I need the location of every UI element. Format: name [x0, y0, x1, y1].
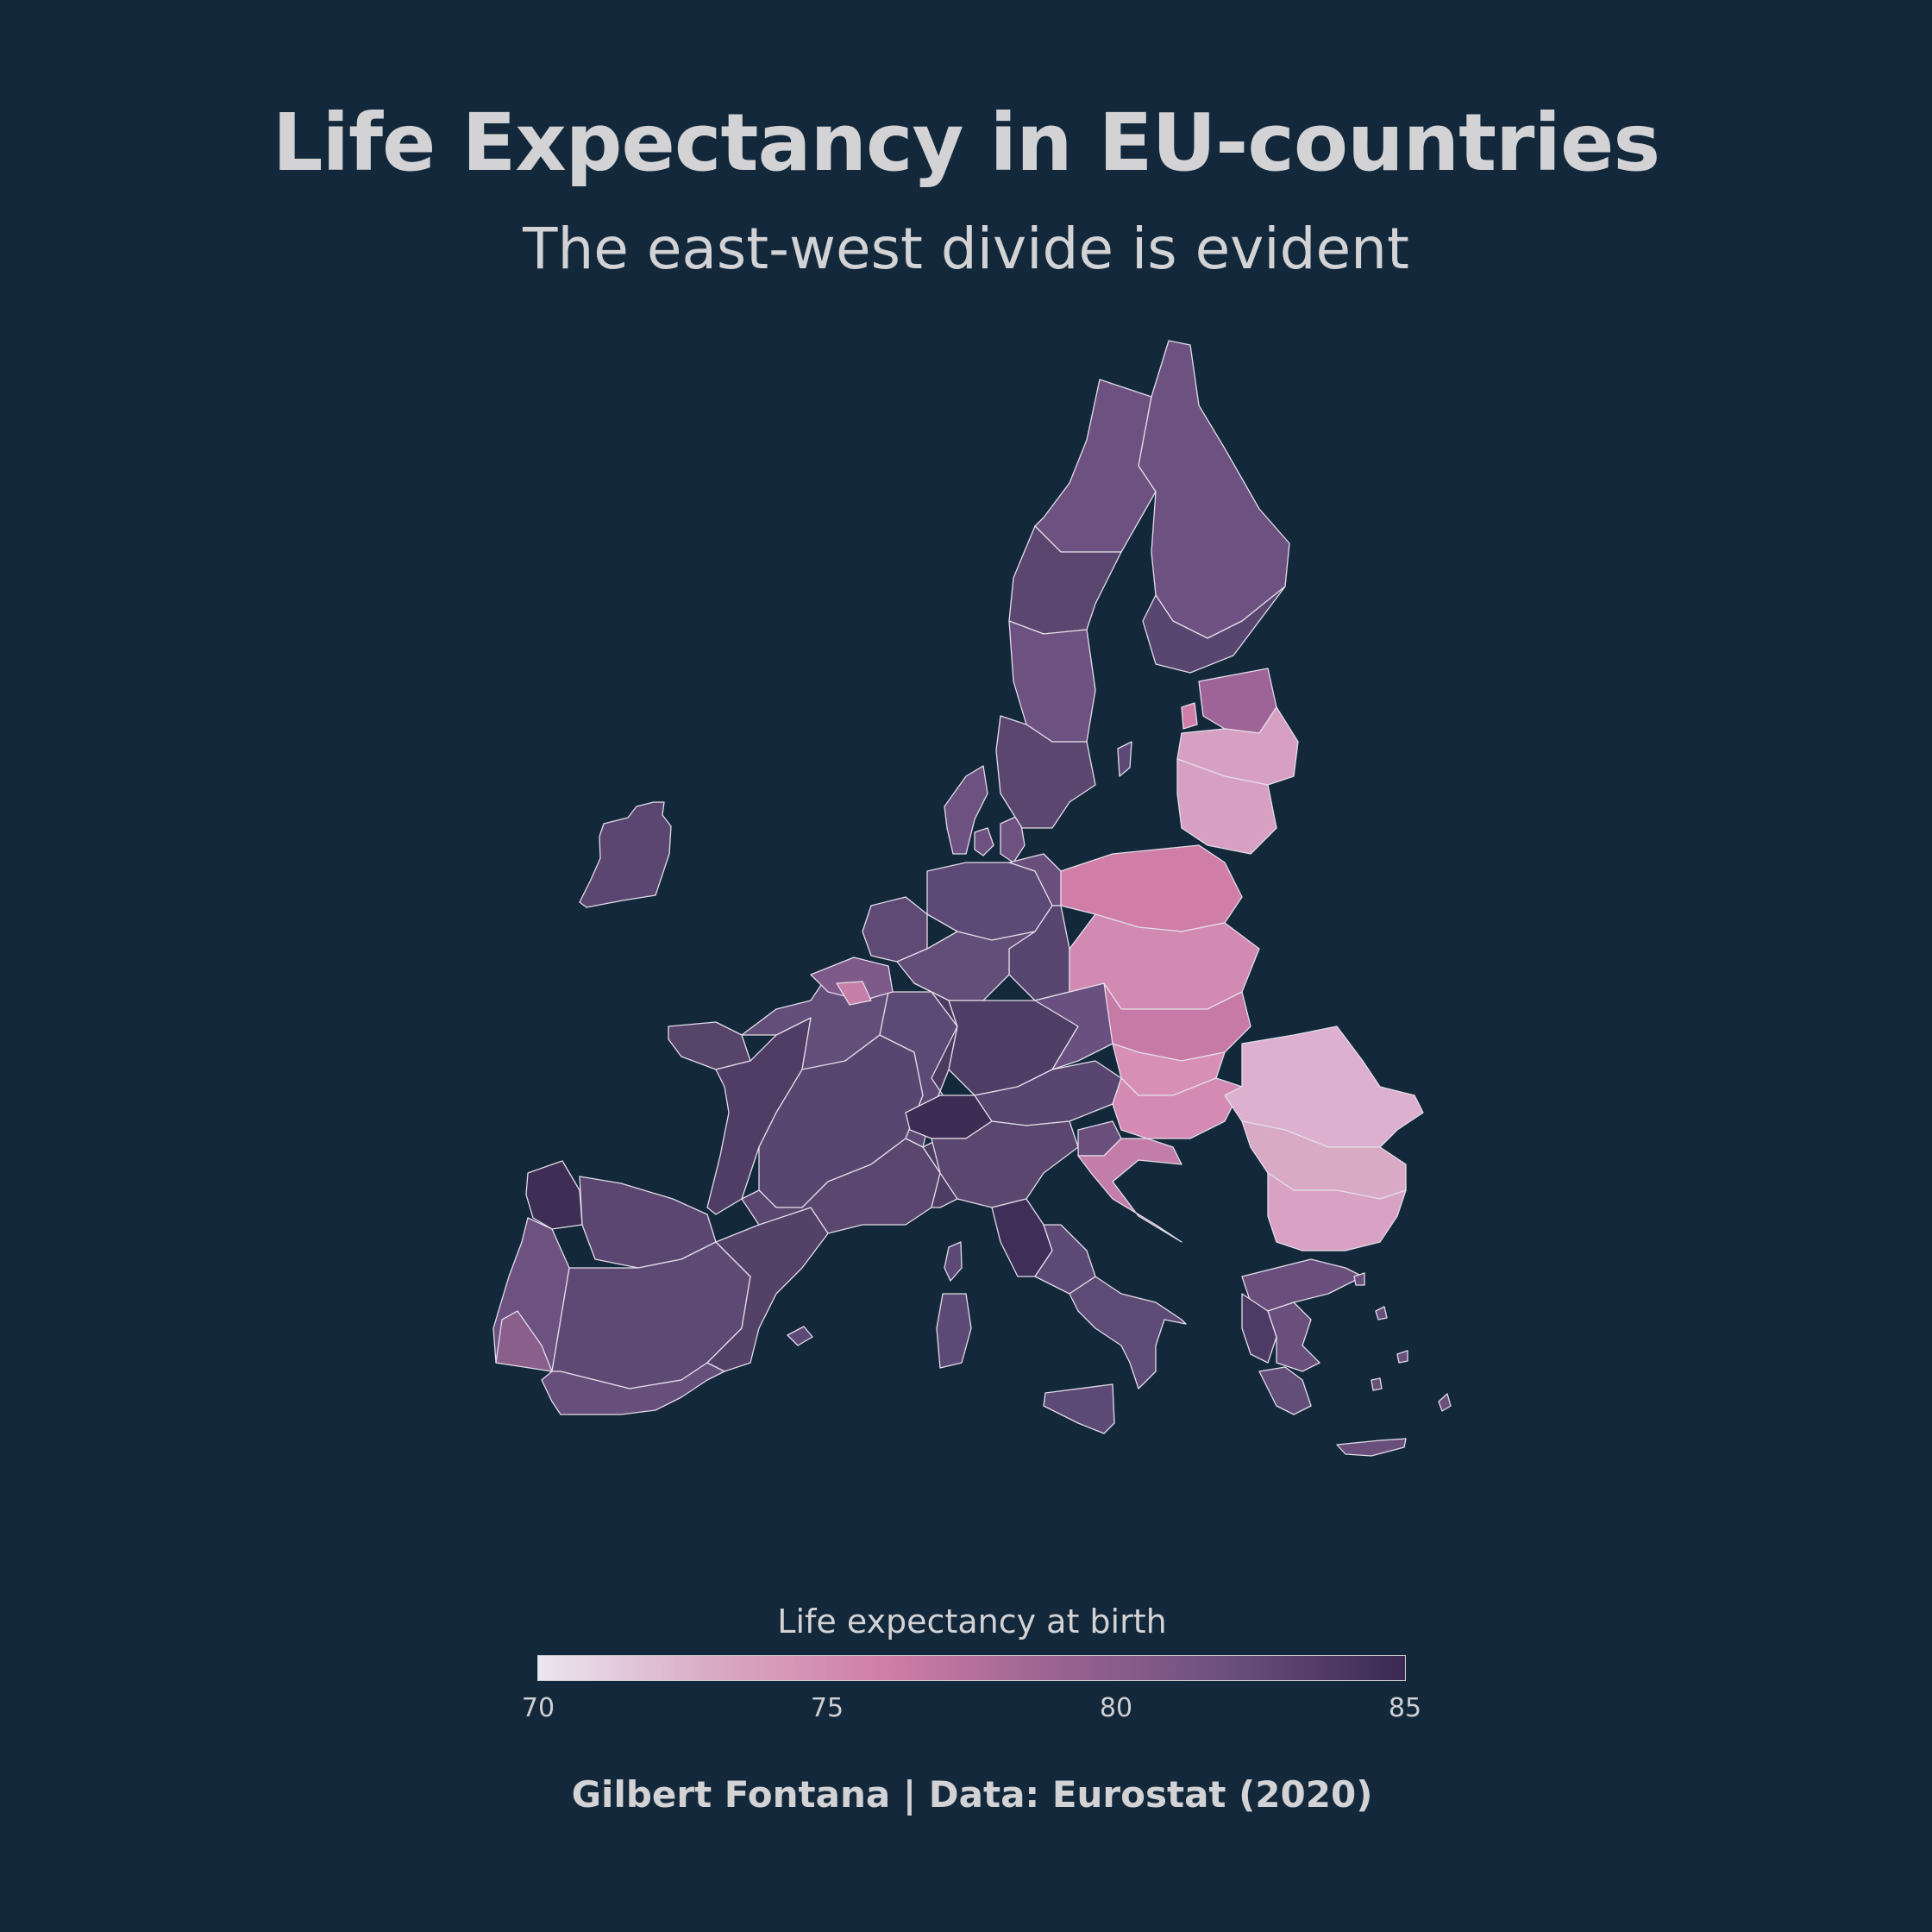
- region-finland-south: [1142, 586, 1286, 674]
- region-bulgaria: [1267, 1172, 1407, 1251]
- region-germany-central: [896, 931, 1036, 1001]
- region-belgium: [810, 957, 894, 1001]
- region-peloponnese: [1258, 1366, 1312, 1415]
- legend-tick: 85: [1388, 1693, 1422, 1723]
- region-sweden-south: [995, 715, 1096, 829]
- region-lithuania: [1176, 758, 1277, 855]
- region-cyprus: [1438, 1393, 1452, 1412]
- legend-tick: 80: [1099, 1693, 1133, 1723]
- region-portugal-south: [495, 1310, 553, 1372]
- caption: Gilbert Fontana | Data: Eurostat (2020): [571, 1773, 1373, 1816]
- region-corsica: [944, 1241, 963, 1282]
- chart-subtitle: The east-west divide is evident: [523, 216, 1409, 282]
- region-greece-north: [1241, 1258, 1364, 1312]
- chart-title: Life Expectancy in EU-countries: [272, 97, 1660, 189]
- region-crete: [1336, 1438, 1407, 1457]
- region-estonia: [1198, 668, 1277, 734]
- legend-title: Life expectancy at birth: [777, 1603, 1167, 1640]
- legend-tick: 70: [521, 1693, 555, 1723]
- region-romania-north: [1224, 1026, 1424, 1148]
- region-island-3: [1371, 1377, 1383, 1391]
- region-germany-north: [926, 862, 1053, 941]
- region-hungary: [1112, 1077, 1243, 1139]
- region-latvia: [1176, 706, 1299, 786]
- legend-colorbar: [537, 1655, 1406, 1681]
- region-sicily: [1043, 1383, 1115, 1434]
- region-greece-central: [1267, 1302, 1320, 1372]
- region-sweden-north: [1034, 379, 1157, 553]
- region-finland-north: [1138, 340, 1290, 639]
- region-sardinia: [936, 1293, 972, 1369]
- region-wallonia: [836, 981, 872, 1006]
- region-poland-north: [1060, 844, 1243, 932]
- region-balearics: [787, 1326, 813, 1346]
- region-island-2: [1353, 1272, 1365, 1286]
- region-zealand: [974, 827, 994, 856]
- region-gotland: [1117, 741, 1132, 777]
- region-island-4: [1396, 1350, 1408, 1364]
- region-ireland: [579, 801, 672, 908]
- region-netherlands: [862, 896, 928, 963]
- region-italy-north: [931, 1120, 1079, 1208]
- region-brittany: [668, 1021, 751, 1070]
- region-denmark: [944, 765, 988, 855]
- region-croatia: [1077, 1138, 1182, 1243]
- region-spain-south: [541, 1362, 725, 1415]
- legend-tick: 75: [810, 1693, 844, 1723]
- region-island-1: [1375, 1306, 1388, 1320]
- region-galicia: [525, 1160, 583, 1230]
- region-saaremaa: [1181, 702, 1198, 730]
- region-italy-south: [1069, 1276, 1187, 1389]
